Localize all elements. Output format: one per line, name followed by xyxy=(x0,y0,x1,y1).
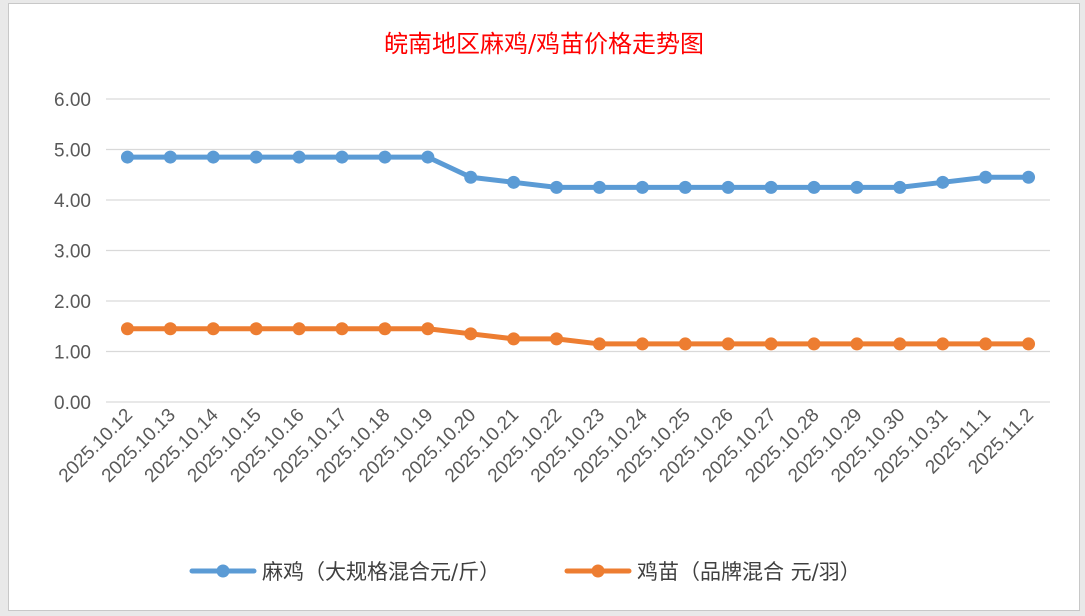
legend-item: 鸡苗（品牌混合 元/羽） xyxy=(564,560,861,584)
chart-area: 皖南地区麻鸡/鸡苗价格走势图 0.00 1.00 2.00 3.00 4.00 5.00 6… xyxy=(8,3,1080,611)
series-line xyxy=(124,154,1032,190)
y-tick-label: 2.00 xyxy=(54,292,91,313)
data-point xyxy=(1022,337,1036,351)
data-point xyxy=(850,337,864,351)
y-tick-label: 0.00 xyxy=(54,393,91,414)
data-point xyxy=(292,150,306,164)
data-point xyxy=(936,175,950,189)
data-point xyxy=(936,337,950,351)
chart-title: 皖南地区麻鸡/鸡苗价格走势图 xyxy=(384,30,704,58)
data-point xyxy=(163,322,177,336)
series-layer xyxy=(120,150,1036,351)
y-tick-label: 5.00 xyxy=(54,141,91,162)
series-2 xyxy=(120,322,1036,351)
data-point xyxy=(721,180,735,194)
legend-item: 麻鸡（大规格混合元/斤） xyxy=(189,560,500,584)
data-point xyxy=(678,337,692,351)
legend-label: 麻鸡（大规格混合元/斤） xyxy=(262,560,500,584)
y-tick-label: 1.00 xyxy=(54,343,91,364)
data-point xyxy=(163,150,177,164)
data-point xyxy=(335,322,349,336)
data-point xyxy=(592,337,606,351)
data-point xyxy=(292,322,306,336)
y-tick-label: 6.00 xyxy=(54,90,91,111)
data-point xyxy=(721,337,735,351)
data-point xyxy=(1022,170,1036,184)
data-point xyxy=(807,337,821,351)
data-point xyxy=(635,337,649,351)
x-axis-ticks: 2025.10.122025.10.132025.10.142025.10.15… xyxy=(55,404,1038,486)
data-point xyxy=(635,180,649,194)
data-point xyxy=(421,150,435,164)
data-point xyxy=(807,180,821,194)
data-point xyxy=(592,180,606,194)
y-tick-label: 3.00 xyxy=(54,242,91,263)
data-point xyxy=(421,322,435,336)
data-point xyxy=(979,170,993,184)
data-point xyxy=(550,332,564,346)
data-point xyxy=(979,337,993,351)
data-point xyxy=(249,322,263,336)
data-point xyxy=(378,322,392,336)
legend: 麻鸡（大规格混合元/斤） 鸡苗（品牌混合 元/羽） xyxy=(189,560,861,584)
data-point xyxy=(850,180,864,194)
legend-swatch-marker xyxy=(216,564,230,578)
data-point xyxy=(550,180,564,194)
data-point xyxy=(764,337,778,351)
line-chart: 皖南地区麻鸡/鸡苗价格走势图 0.00 1.00 2.00 3.00 4.00 5.00 6… xyxy=(54,30,1050,584)
data-point xyxy=(249,150,263,164)
data-point xyxy=(206,150,220,164)
data-point xyxy=(764,180,778,194)
data-point xyxy=(120,322,134,336)
series-line xyxy=(124,326,1032,347)
data-point xyxy=(507,175,521,189)
data-point xyxy=(464,170,478,184)
legend-label: 鸡苗（品牌混合 元/羽） xyxy=(637,560,861,584)
data-point xyxy=(893,337,907,351)
legend-swatch-marker xyxy=(591,564,605,578)
gridlines xyxy=(106,98,1050,403)
data-point xyxy=(120,150,134,164)
data-point xyxy=(206,322,220,336)
y-axis-ticks: 0.00 1.00 2.00 3.00 4.00 5.00 6.00 xyxy=(54,90,91,414)
data-point xyxy=(464,327,478,341)
data-point xyxy=(335,150,349,164)
series-1 xyxy=(120,150,1036,194)
data-point xyxy=(893,180,907,194)
data-point xyxy=(378,150,392,164)
data-point xyxy=(678,180,692,194)
y-tick-label: 4.00 xyxy=(54,191,91,212)
data-point xyxy=(507,332,521,346)
